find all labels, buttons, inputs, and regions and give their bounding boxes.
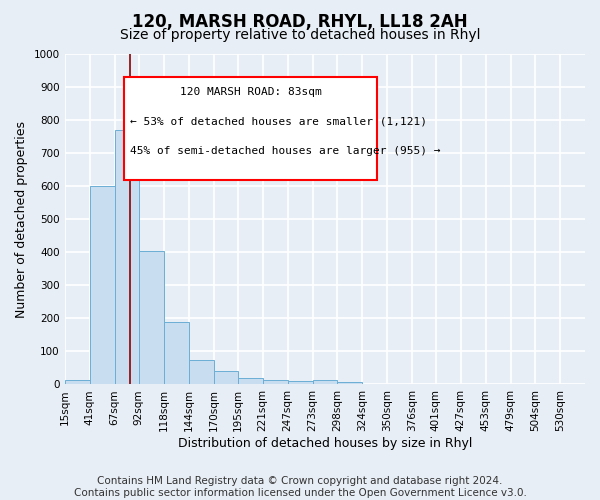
Bar — [139, 250, 164, 384]
Bar — [188, 360, 214, 384]
Y-axis label: Number of detached properties: Number of detached properties — [15, 120, 28, 318]
Bar — [115, 130, 139, 384]
Bar — [89, 186, 115, 384]
Text: ← 53% of detached houses are smaller (1,121): ← 53% of detached houses are smaller (1,… — [130, 116, 427, 126]
Bar — [214, 371, 238, 384]
Bar — [238, 378, 263, 384]
Text: 120 MARSH ROAD: 83sqm: 120 MARSH ROAD: 83sqm — [180, 87, 322, 97]
Bar — [164, 322, 188, 384]
Text: Size of property relative to detached houses in Rhyl: Size of property relative to detached ho… — [120, 28, 480, 42]
Bar — [288, 381, 313, 384]
FancyBboxPatch shape — [124, 77, 377, 180]
Text: 45% of semi-detached houses are larger (955) →: 45% of semi-detached houses are larger (… — [130, 146, 440, 156]
Bar — [313, 380, 337, 384]
X-axis label: Distribution of detached houses by size in Rhyl: Distribution of detached houses by size … — [178, 437, 472, 450]
Bar — [337, 382, 362, 384]
Bar — [263, 380, 288, 384]
Text: Contains HM Land Registry data © Crown copyright and database right 2024.
Contai: Contains HM Land Registry data © Crown c… — [74, 476, 526, 498]
Text: 120, MARSH ROAD, RHYL, LL18 2AH: 120, MARSH ROAD, RHYL, LL18 2AH — [132, 12, 468, 30]
Bar — [65, 380, 89, 384]
